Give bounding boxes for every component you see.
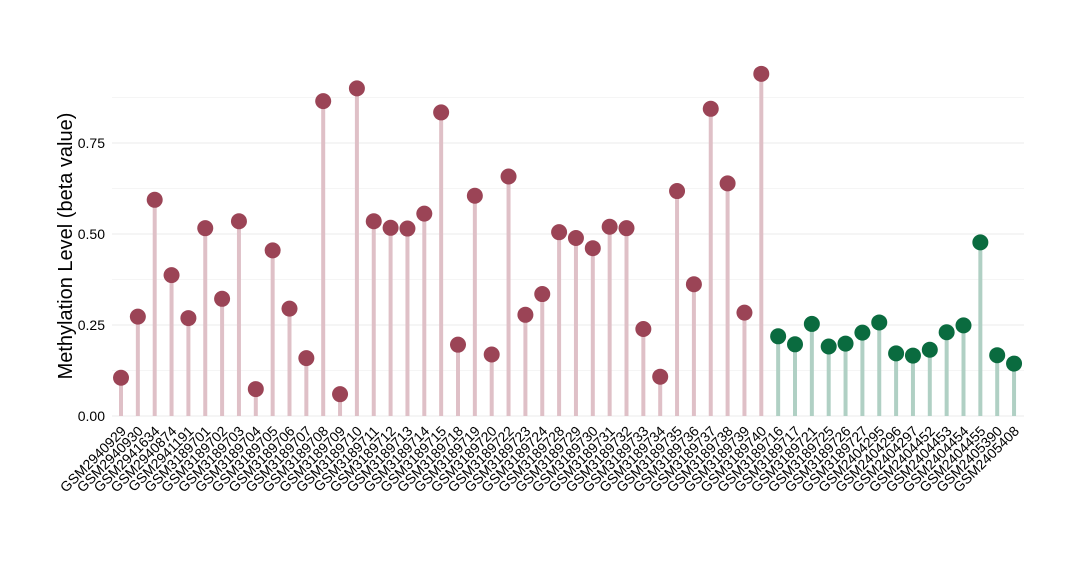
- lollipop-point: [1006, 355, 1023, 372]
- y-axis-ticks: 0.00 0.25 0.50 0.75: [78, 135, 105, 424]
- lollipop-point: [753, 65, 770, 82]
- lollipop-point: [399, 220, 416, 237]
- lollipop-point: [820, 338, 837, 355]
- lollipop-point: [113, 369, 129, 386]
- lollipop-point: [770, 328, 787, 345]
- y-tick-label: 0.75: [78, 135, 105, 151]
- lollipop-point: [534, 286, 551, 303]
- lollipop-point: [365, 213, 382, 230]
- lollipop-point: [584, 240, 601, 257]
- lollipop-point: [803, 315, 820, 332]
- lollipop-point: [837, 335, 854, 352]
- lollipop-point: [719, 175, 736, 192]
- lollipop-point: [332, 386, 349, 403]
- lollipop-point: [787, 336, 803, 353]
- y-axis-title: Methylation Level (beta value): [55, 113, 77, 380]
- y-tick-label: 0.00: [78, 408, 105, 424]
- lollipop-point: [433, 104, 450, 121]
- lollipop-point: [500, 168, 517, 185]
- lollipop-point: [685, 276, 702, 293]
- lollipop-point: [854, 324, 871, 341]
- lollipop-point: [669, 183, 686, 200]
- lollipop-point: [618, 220, 635, 237]
- lollipop-point: [904, 347, 921, 364]
- lollipop-point: [416, 205, 433, 222]
- lollipop-point: [989, 347, 1006, 364]
- lollipop-point: [635, 321, 652, 338]
- x-axis-ticks: GSM2940929GSM2940930GSM2941634GSM2940874…: [57, 423, 1023, 496]
- lollipop-point: [483, 346, 500, 363]
- lollipop-point: [517, 306, 534, 323]
- lollipop-point: [281, 300, 298, 317]
- lollipop-point: [466, 187, 483, 204]
- lollipop-point: [298, 350, 315, 367]
- lollipop-point: [315, 93, 332, 110]
- lollipop-point: [601, 218, 618, 235]
- lollipop-point: [146, 191, 163, 208]
- grid-lines: [112, 97, 1024, 417]
- lollipop-point: [230, 213, 247, 230]
- lollipop-point: [247, 381, 264, 398]
- lollipop-point: [264, 242, 281, 259]
- lollipop-point: [163, 267, 180, 284]
- y-tick-label: 0.50: [78, 226, 105, 242]
- lollipop-stems: [119, 73, 1017, 416]
- lollipop-point: [652, 368, 669, 385]
- lollipop-point: [921, 341, 938, 358]
- lollipop-point: [450, 336, 466, 353]
- lollipop-point: [567, 230, 584, 247]
- lollipop-point: [129, 308, 146, 325]
- lollipop-points: [113, 65, 1023, 403]
- lollipop-point: [938, 324, 955, 341]
- lollipop-point: [888, 345, 905, 362]
- lollipop-point: [180, 310, 197, 327]
- lollipop-point: [214, 290, 231, 307]
- y-tick-label: 0.25: [78, 317, 105, 333]
- lollipop-point: [382, 219, 399, 236]
- lollipop-point: [197, 220, 214, 237]
- lollipop-point: [702, 100, 719, 117]
- lollipop-point: [972, 234, 989, 251]
- lollipop-point: [955, 317, 972, 334]
- lollipop-point: [736, 304, 753, 321]
- lollipop-point: [871, 314, 888, 331]
- lollipop-point: [551, 224, 568, 241]
- lollipop-point: [348, 80, 365, 97]
